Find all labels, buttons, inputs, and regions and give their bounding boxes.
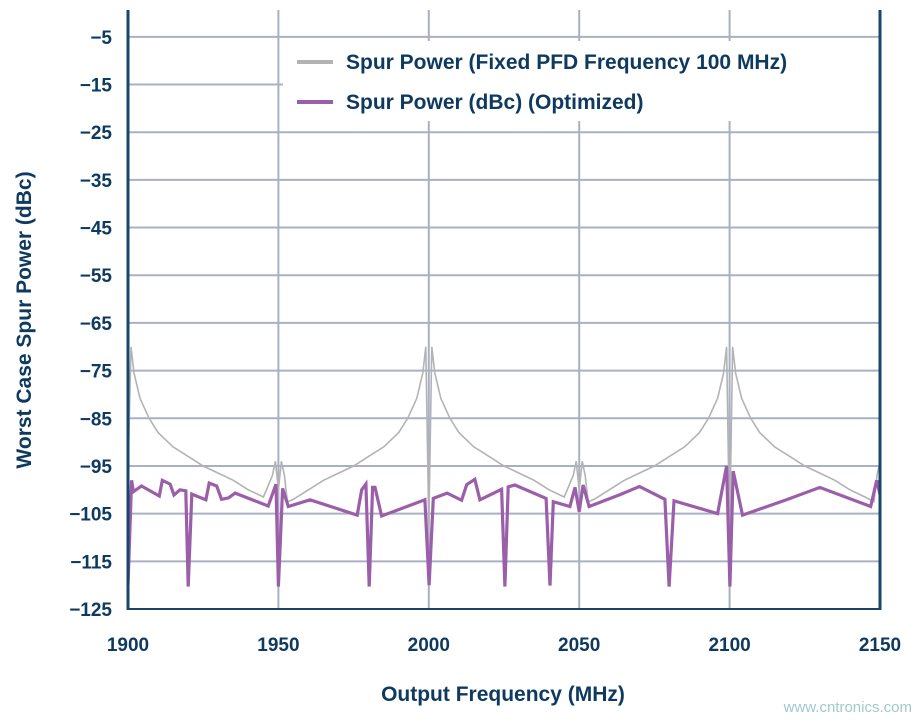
- y-tick-label: −85: [80, 409, 113, 430]
- legend: Spur Power (Fixed PFD Frequency 100 MHz)…: [283, 41, 879, 121]
- y-tick-label: −105: [69, 505, 112, 526]
- y-tick-label: −35: [80, 171, 113, 192]
- axes: [126, 10, 882, 610]
- y-tick-label: −95: [80, 457, 113, 478]
- x-tick-label: 2000: [408, 635, 450, 656]
- y-tick-label: −25: [80, 123, 113, 144]
- y-tick-label: −125: [69, 600, 112, 621]
- y-tick-label: −115: [70, 552, 112, 573]
- x-tick-label: 1950: [257, 635, 299, 656]
- y-tick-label: −5: [90, 28, 112, 49]
- x-tick-label: 2150: [859, 635, 901, 656]
- x-tick-label: 1900: [107, 635, 149, 656]
- y-tick-label: −15: [80, 76, 113, 97]
- tick-labels: −5 −15 −25 −35 −45 −55 −65 −75 −85 −95 −105 −115 −12…: [69, 28, 901, 656]
- x-tick-label: 2050: [558, 635, 600, 656]
- y-tick-label: −75: [80, 362, 113, 383]
- series-fixed-pfd-line: [127, 346, 881, 538]
- legend-label-optimized: Spur Power (dBc) (Optimized): [346, 91, 644, 114]
- y-tick-label: −65: [80, 314, 113, 335]
- x-tick-label: 2100: [708, 635, 750, 656]
- y-axis-label: Worst Case Spur Power (dBc): [13, 171, 36, 468]
- legend-label-fixed: Spur Power (Fixed PFD Frequency 100 MHz): [346, 51, 787, 74]
- series-optimized-line: [126, 465, 882, 587]
- legend-background: [283, 41, 879, 121]
- series-lines: [126, 346, 882, 587]
- y-tick-label: −45: [80, 219, 113, 240]
- x-axis-label: Output Frequency (MHz): [381, 683, 625, 706]
- y-tick-label: −55: [80, 266, 113, 287]
- watermark: www.cntronics.com: [783, 699, 912, 716]
